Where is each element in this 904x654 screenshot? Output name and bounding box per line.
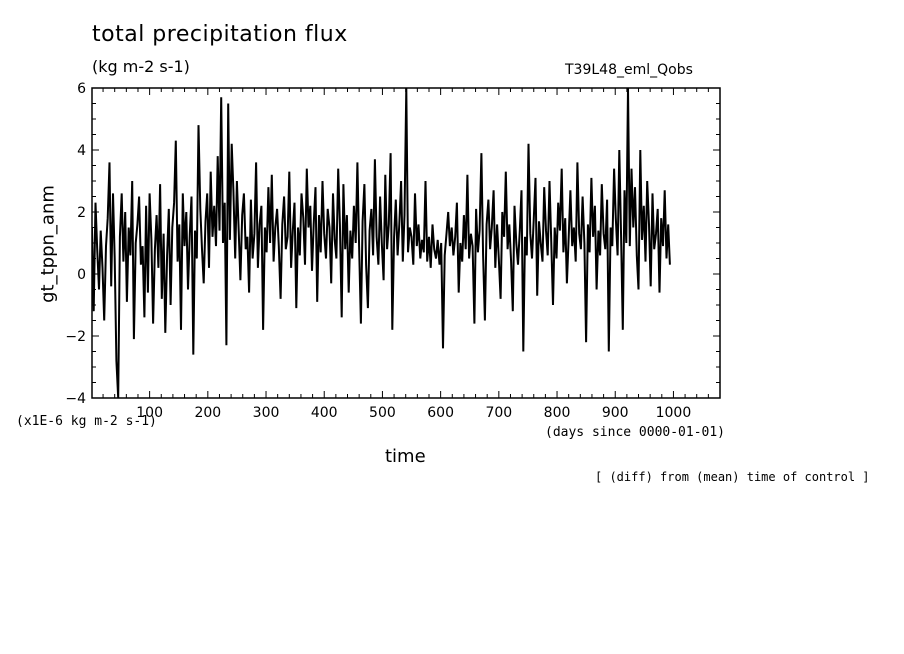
footnote: [ (diff) from (mean) time of control ] [595,470,870,484]
x-tick-label: 500 [369,405,396,421]
x-tick-label: 200 [194,405,221,421]
y-tick-label: 6 [77,81,86,97]
x-tick-label: 100 [136,405,163,421]
x-axis-label: time [385,446,426,467]
y-tick-label: 4 [77,143,86,159]
chart-subtitle: (kg m-2 s-1) [92,57,190,76]
experiment-tag: T39L48_eml_Qobs [565,62,693,78]
x-axis-unit-note: (days since 0000-01-01) [545,425,726,440]
x-tick-label: 800 [544,405,571,421]
y-tick-label: 2 [77,205,86,221]
y-tick-label: −2 [65,329,86,345]
x-tick-label: 300 [253,405,280,421]
axes-layer: −4 −2 0 2 4 6 100 200 300 400 500 600 700 800 900 1000 [65,81,721,421]
y-axis-unit-note: (x1E-6 kg m-2 s-1) [16,414,157,429]
y-tick-label: 0 [77,267,86,283]
series-line-0 [92,88,671,398]
y-tick-label: −4 [65,391,86,407]
x-tick-label: 900 [602,405,629,421]
series-layer [92,88,671,398]
x-tick-label: 400 [311,405,338,421]
chart-title: total precipitation flux [92,22,348,47]
x-tick-label: 600 [427,405,454,421]
x-tick-label: 1000 [656,405,692,421]
x-tick-label: 700 [485,405,512,421]
